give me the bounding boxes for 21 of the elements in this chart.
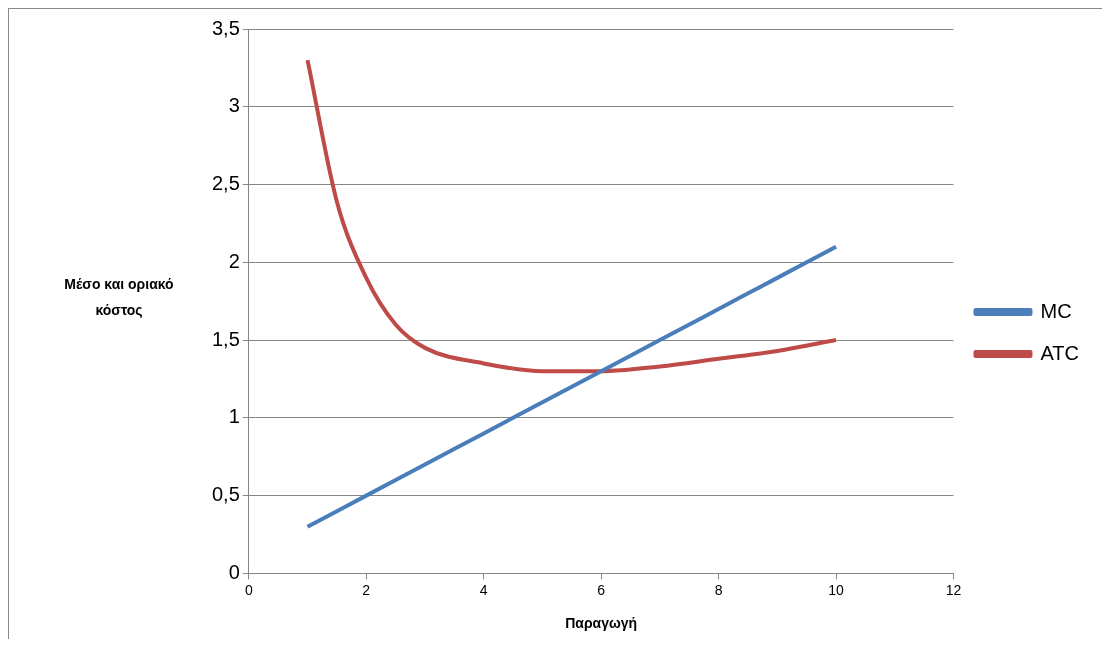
x-tick-label: 0 <box>244 581 253 598</box>
x-tick-label: 8 <box>714 581 723 598</box>
y-tick-label: 3,5 <box>211 16 240 39</box>
y-tick-label: 2 <box>228 249 240 272</box>
x-tick-label: 10 <box>828 581 845 598</box>
y-tick-label: 1,5 <box>211 327 240 350</box>
line-series <box>305 58 839 374</box>
legend-label: MC <box>1040 299 1072 322</box>
line-series <box>305 244 839 529</box>
y-axis-title: Μέσο και οριακό κόστος <box>63 275 175 320</box>
y-tick-label: 1 <box>228 405 240 428</box>
y-tick-label: 2,5 <box>211 172 240 195</box>
x-tick-label: 4 <box>479 581 488 598</box>
y-tick-label: 3 <box>228 94 240 117</box>
x-tick-label: 2 <box>362 581 371 598</box>
x-axis-title: Παραγωγή <box>565 615 638 632</box>
y-tick-label: 0 <box>228 560 240 583</box>
x-tick-label: 12 <box>945 581 962 598</box>
legend-label: ATC <box>1040 341 1079 364</box>
y-tick-label: 0,5 <box>211 483 240 506</box>
x-tick-label: 6 <box>597 581 606 598</box>
